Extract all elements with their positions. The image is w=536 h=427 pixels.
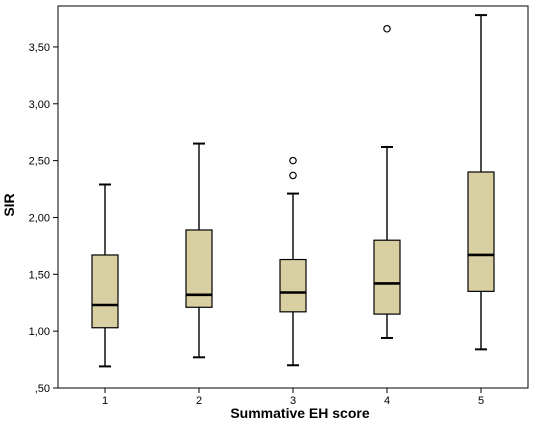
x-axis-title: Summative EH score xyxy=(230,405,369,421)
y-tick-label: 3,00 xyxy=(29,99,50,111)
plot-area: ,50 1,00 1,50 2,00 2,50 3,00 3,50 1 2 3 4 5 xyxy=(29,5,529,407)
x-tick-label: 3 xyxy=(290,395,296,407)
box-iqr-cat-3 xyxy=(279,258,307,313)
x-tick-label: 5 xyxy=(478,395,484,407)
y-tick-label: 1,50 xyxy=(29,269,50,281)
x-tick-label: 1 xyxy=(102,395,108,407)
x-tick-label: 4 xyxy=(384,395,390,407)
y-axis-title: SIR xyxy=(1,193,17,216)
outlier-point xyxy=(383,24,391,33)
x-tick-label: 2 xyxy=(196,395,202,407)
y-tick-label: ,50 xyxy=(35,383,50,395)
box-iqr-cat-4 xyxy=(373,239,401,315)
y-tick-label: 3,50 xyxy=(29,42,50,54)
box-iqr-cat-1 xyxy=(91,254,119,329)
y-tick-label: 1,00 xyxy=(29,326,50,338)
box-iqr-cat-5 xyxy=(467,171,495,292)
outlier-point xyxy=(289,171,297,180)
y-tick-label: 2,00 xyxy=(29,212,50,224)
y-tick-label: 2,50 xyxy=(29,156,50,168)
outlier-point xyxy=(289,156,297,165)
